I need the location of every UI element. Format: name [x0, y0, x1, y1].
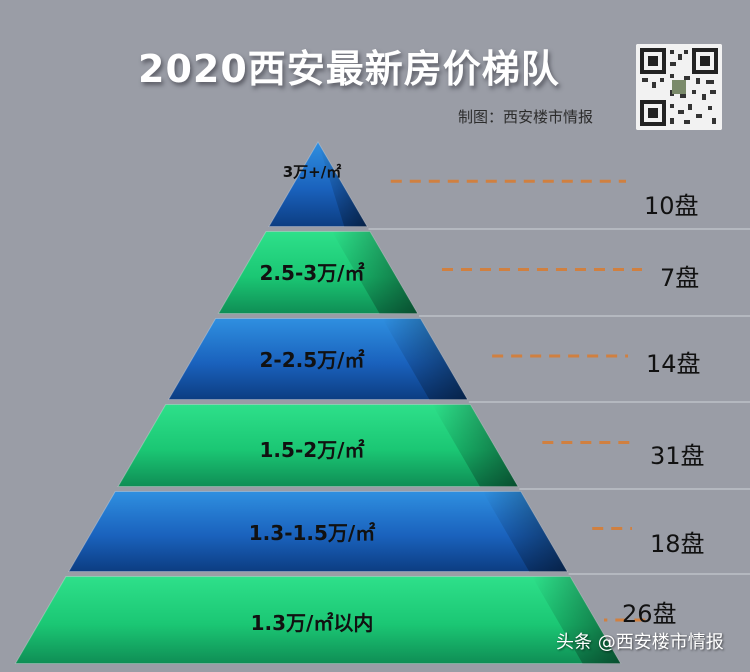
- tier-bevel: [318, 142, 368, 227]
- tier-count: 26盘: [622, 600, 677, 628]
- tier-count: 7盘: [660, 264, 700, 292]
- tier-count: 31盘: [650, 442, 705, 470]
- tier-label: 2-2.5万/㎡: [259, 348, 365, 372]
- tier-bevel: [331, 231, 418, 314]
- chart-credit: 制图：西安楼市情报: [458, 108, 594, 126]
- tier-label: 2.5-3万/㎡: [259, 261, 365, 285]
- tier-label: 1.5-2万/㎡: [259, 438, 365, 462]
- watermark: 头条 @西安楼市情报: [556, 632, 724, 653]
- tier-label: 3万+/㎡: [282, 163, 342, 181]
- tier-label: 1.3万/㎡以内: [250, 611, 374, 635]
- qr-code-icon: [636, 44, 722, 130]
- tier-count: 10盘: [644, 192, 699, 220]
- tier-count: 14盘: [646, 350, 701, 378]
- tier-bevel: [432, 404, 518, 487]
- tier-bevel: [532, 576, 621, 664]
- tier-bevel: [382, 318, 468, 400]
- tier-bevel: [482, 491, 568, 572]
- page-title: 2020西安最新房价梯队: [138, 47, 560, 91]
- tier-label: 1.3-1.5万/㎡: [248, 521, 376, 545]
- tier-count: 18盘: [650, 530, 705, 558]
